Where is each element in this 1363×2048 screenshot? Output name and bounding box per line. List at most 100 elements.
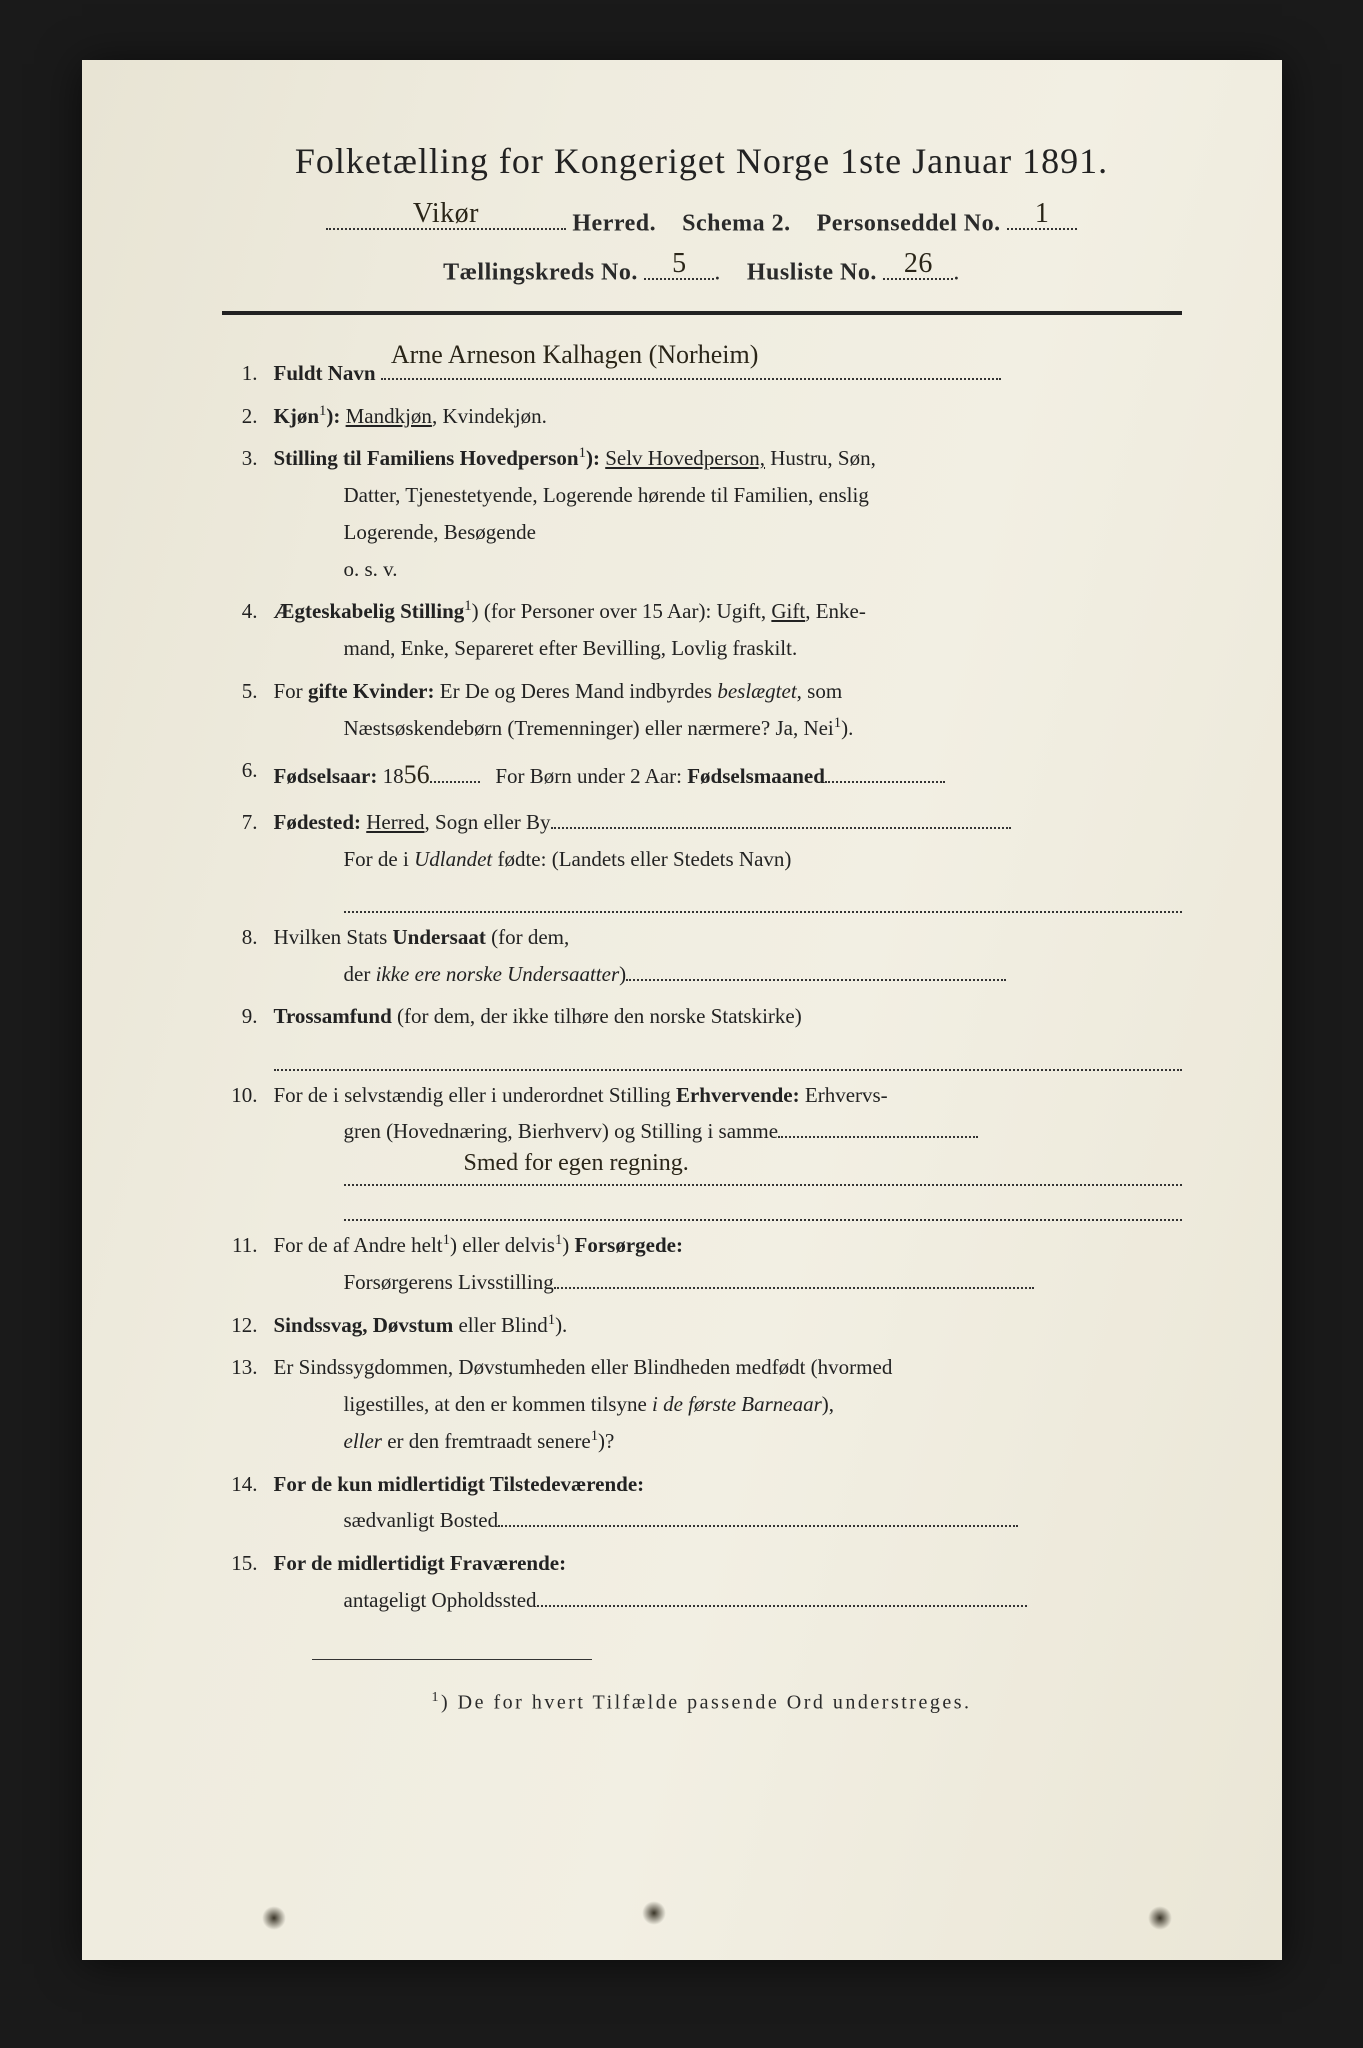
paper-blemish (262, 1906, 286, 1930)
blank-line (274, 1039, 1182, 1071)
line: Datter, Tjenestetyende, Logerende hørend… (274, 477, 1182, 514)
blank-line (344, 881, 1182, 913)
footnote-rule (312, 1659, 592, 1660)
line: For de i Udlandet fødte: (Landets eller … (274, 841, 1182, 878)
text: 18 (377, 764, 403, 788)
husliste-blank: 26 (883, 253, 953, 279)
item-body: For de midlertidigt Fraværende: antageli… (274, 1545, 1182, 1619)
dots (498, 1506, 1018, 1527)
label-aegteskab: Ægteskabelig Stilling (274, 599, 465, 623)
text: Næstsøskendebørn (Tremenninger) eller næ… (344, 716, 834, 740)
item-3: 3. Stilling til Familiens Hovedperson1):… (222, 440, 1182, 587)
name-blank: Arne Arneson Kalhagen (Norheim) (381, 359, 1001, 380)
text: , som (797, 679, 843, 703)
line: o. s. v. (274, 551, 1182, 588)
husliste-label: Husliste No. (747, 260, 877, 286)
text: Er Sindssygdommen, Døvstumheden eller Bl… (274, 1355, 893, 1379)
label: For (274, 679, 308, 703)
personseddel-label: Personseddel No. (817, 210, 1001, 236)
text: gren (Hovednæring, Bierhverv) og Stillin… (344, 1119, 779, 1143)
item-body: Kjøn1): Mandkjøn, Kvindekjøn. (274, 398, 1182, 435)
line: eller er den fremtraadt senere1)? (274, 1423, 1182, 1460)
item-11: 11. For de af Andre helt1) eller delvis1… (222, 1227, 1182, 1301)
item-body: Hvilken Stats Undersaat (for dem, der ik… (274, 919, 1182, 993)
form-items: 1. Fuldt Navn Arne Arneson Kalhagen (Nor… (222, 355, 1182, 1619)
subtitle-line-1: Vikør Herred. Schema 2. Personseddel No.… (222, 204, 1182, 237)
text: eller Blind (453, 1313, 547, 1337)
item-num: 6. (222, 752, 274, 798)
italic: Udlandet (414, 847, 492, 871)
line: gren (Hovednæring, Bierhverv) og Stillin… (274, 1113, 1182, 1150)
item-6: 6. Fødselsaar: 1856 For Børn under 2 Aar… (222, 752, 1182, 798)
dots (430, 762, 480, 783)
item-num: 15. (222, 1545, 274, 1619)
herred-label: Herred. (572, 210, 656, 236)
item-num: 8. (222, 919, 274, 993)
item-body: Fødselsaar: 1856 For Børn under 2 Aar: F… (274, 752, 1182, 798)
item-num: 14. (222, 1466, 274, 1540)
dots (554, 1268, 1034, 1289)
text: sædvanligt Bosted (344, 1508, 499, 1532)
item-num: 2. (222, 398, 274, 435)
text: antageligt Opholdssted (344, 1588, 537, 1612)
item-9: 9. Trossamfund (for dem, der ikke tilhør… (222, 998, 1182, 1070)
item-body: Trossamfund (for dem, der ikke tilhøre d… (274, 998, 1182, 1070)
label-fuldt-navn: Fuldt Navn (274, 361, 376, 385)
bold: Forsørgede: (575, 1233, 683, 1257)
sup: 1 (591, 1428, 598, 1444)
bold: Sindssvag, Døvstum (274, 1313, 454, 1337)
item-body: Fuldt Navn Arne Arneson Kalhagen (Norhei… (274, 355, 1182, 392)
name-handwritten: Arne Arneson Kalhagen (Norheim) (391, 332, 759, 378)
item-4: 4. Ægteskabelig Stilling1) (for Personer… (222, 593, 1182, 667)
text: der (344, 962, 376, 986)
item-13: 13. Er Sindssygdommen, Døvstumheden elle… (222, 1349, 1182, 1459)
line: der ikke ere norske Undersaatter) (274, 956, 1182, 993)
subtitle-line-2: Tællingskreds No. 5 . Husliste No. 26 . (222, 253, 1182, 286)
text: , Sogn eller By (425, 810, 551, 834)
text: For de i (344, 847, 415, 871)
item-body: Ægteskabelig Stilling1) (for Personer ov… (274, 593, 1182, 667)
form-header: Folketælling for Kongeriget Norge 1ste J… (222, 140, 1182, 287)
text: (for dem, (486, 925, 569, 949)
text: For Børn under 2 Aar: (495, 764, 687, 788)
text: ) eller delvis (450, 1233, 555, 1257)
item-num: 11. (222, 1227, 274, 1301)
dots (551, 808, 1011, 829)
bold: gifte Kvinder: (308, 679, 435, 703)
label-fodested: Fødested: (274, 810, 362, 834)
personseddel-no: 1 (1035, 198, 1050, 230)
personseddel-blank: 1 (1007, 204, 1077, 230)
item-body: Stilling til Familiens Hovedperson1): Se… (274, 440, 1182, 587)
kreds-blank: 5 (644, 253, 714, 279)
sup: 1 (464, 598, 471, 614)
selected-hovedperson: Selv Hovedperson, (605, 446, 765, 470)
item-body: For de kun midlertidigt Tilstedeværende:… (274, 1466, 1182, 1540)
item-num: 12. (222, 1307, 274, 1344)
selected-herred: Herred (366, 810, 424, 834)
bold: Undersaat (393, 925, 486, 949)
item-body: Er Sindssygdommen, Døvstumheden eller Bl… (274, 1349, 1182, 1459)
header-rule (222, 311, 1182, 315)
item-num: 5. (222, 673, 274, 747)
text: Erhvervs- (800, 1083, 888, 1107)
item-num: 4. (222, 593, 274, 667)
dots (825, 762, 945, 783)
text: (for Personer over 15 Aar): Ugift, (479, 599, 772, 623)
line: mand, Enke, Separeret efter Bevilling, L… (274, 630, 1182, 667)
text: fødte: (Landets eller Stedets Navn) (492, 847, 791, 871)
bold: Trossamfund (274, 1004, 392, 1028)
husliste-no: 26 (904, 248, 933, 280)
schema-label: Schema 2. (682, 210, 791, 236)
blank-line (344, 1190, 1182, 1222)
kreds-label: Tællingskreds No. (443, 260, 638, 286)
text: Hustru, Søn, (765, 446, 876, 470)
text: ), (822, 1392, 834, 1416)
sup: 1 (432, 1690, 442, 1705)
text: )? (598, 1429, 614, 1453)
item-num: 10. (222, 1077, 274, 1222)
item-10: 10. For de i selvstændig eller i underor… (222, 1077, 1182, 1222)
blank-line: Smed for egen regning. (344, 1154, 1182, 1186)
line: antageligt Opholdssted (274, 1582, 1182, 1619)
text: (for dem, der ikke tilhøre den norske St… (392, 1004, 802, 1028)
item-num: 13. (222, 1349, 274, 1459)
